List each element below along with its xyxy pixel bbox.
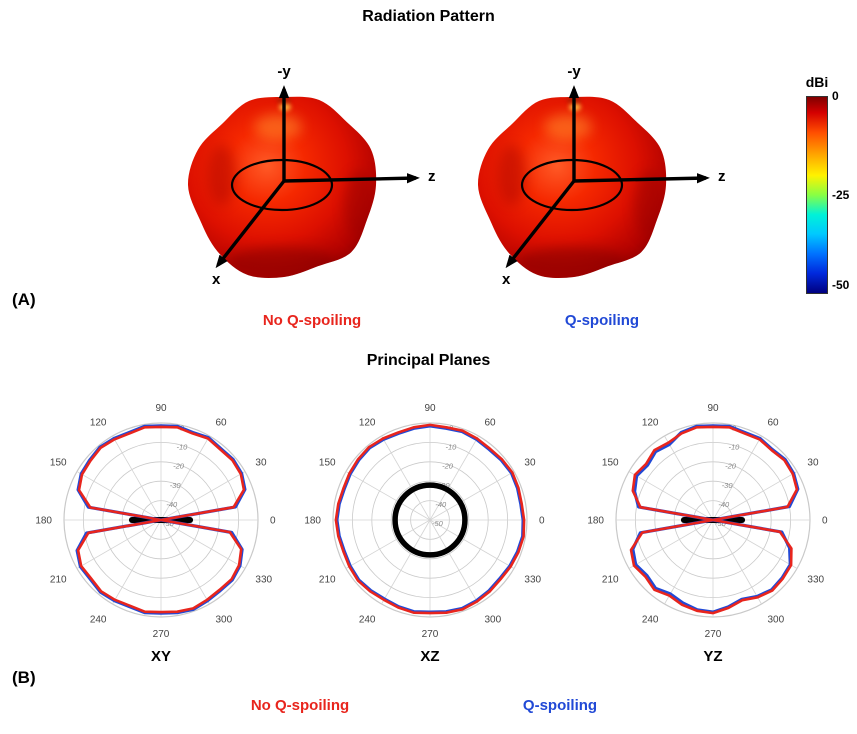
polar-plot-xz-canvas: 03060901201501802102402703003300-10-20-3… [304, 403, 545, 640]
caption-q-spoiling: Q-spoiling [564, 312, 640, 329]
svg-text:-10: -10 [729, 443, 741, 452]
svg-text:-10: -10 [177, 443, 189, 452]
svg-text:60: 60 [768, 418, 780, 429]
legend-no-q-spoiling: No Q-spoiling [250, 697, 350, 714]
axis-label-x: x [212, 271, 221, 288]
svg-text:270: 270 [705, 629, 722, 640]
svg-text:-40: -40 [718, 500, 730, 509]
svg-text:-20: -20 [173, 462, 185, 471]
axis-label-minus-y: -y [567, 63, 581, 80]
svg-text:-20: -20 [442, 462, 454, 471]
svg-text:0: 0 [539, 516, 545, 527]
panel-a-tag: (A) [12, 290, 36, 309]
svg-text:270: 270 [422, 629, 439, 640]
axis-label-minus-y: -y [277, 63, 291, 80]
panel-b-title: Principal Planes [366, 352, 491, 369]
svg-text:30: 30 [255, 458, 267, 469]
polar-plot-yz-canvas: 03060901201501802102402703003300-10-20-3… [587, 403, 828, 640]
radiation-pattern-3d-q: -y z x [472, 55, 732, 315]
colorbar-title: dBi [805, 74, 829, 90]
svg-text:210: 210 [50, 575, 67, 586]
polar-plot-xy: 0 30 60 90 120 150 180 210 240 270 300 330 0 -10 -20 -3… [31, 398, 291, 642]
svg-text:180: 180 [587, 516, 604, 527]
svg-text:90: 90 [155, 403, 167, 414]
axis-label-x: x [502, 271, 511, 288]
colorbar-tick-neg25: -25 [832, 188, 850, 202]
svg-text:30: 30 [807, 458, 819, 469]
plot-title-xz: XZ [420, 648, 440, 665]
svg-text:210: 210 [602, 575, 619, 586]
svg-text:150: 150 [50, 458, 67, 469]
polar-plot-xz: 0 30 60 90 120 150 180 210 240 270 300 330 0 -10 -20 -3… [300, 398, 560, 642]
plot-title-xy: XY [150, 648, 171, 665]
svg-text:-30: -30 [722, 481, 734, 490]
axis-label-z: z [718, 168, 726, 185]
legend-q-spoiling: Q-spoiling [522, 697, 598, 714]
svg-text:120: 120 [359, 418, 376, 429]
svg-text:150: 150 [319, 458, 336, 469]
axis-label-z: z [428, 168, 436, 185]
svg-text:270: 270 [153, 629, 170, 640]
svg-text:330: 330 [807, 575, 824, 586]
caption-no-q-spoiling: No Q-spoiling [262, 312, 362, 329]
svg-text:330: 330 [524, 575, 541, 586]
svg-text:180: 180 [35, 516, 52, 527]
svg-text:240: 240 [359, 614, 376, 625]
plot-title-yz: YZ [703, 648, 723, 665]
svg-text:120: 120 [90, 418, 107, 429]
svg-text:90: 90 [707, 403, 719, 414]
svg-text:-50: -50 [432, 519, 444, 528]
svg-text:-50: -50 [163, 519, 175, 528]
svg-text:240: 240 [642, 614, 659, 625]
svg-text:60: 60 [216, 418, 228, 429]
svg-text:90: 90 [424, 403, 436, 414]
svg-text:300: 300 [768, 614, 785, 625]
svg-text:210: 210 [319, 575, 336, 586]
svg-text:330: 330 [255, 575, 272, 586]
svg-text:0: 0 [822, 516, 828, 527]
colorbar: dBi 0 -25 -50 [798, 74, 856, 306]
colorbar-tick-0: 0 [832, 89, 839, 103]
svg-text:-50: -50 [715, 519, 727, 528]
svg-text:180: 180 [304, 516, 321, 527]
polar-plot-yz: 0 30 60 90 120 150 180 210 240 270 300 330 0 -10 -20 -3… [583, 398, 843, 642]
polar-plot-xy-canvas: 03060901201501802102402703003300-10-20-3… [35, 403, 276, 640]
svg-text:0: 0 [270, 516, 276, 527]
svg-text:-10: -10 [446, 443, 458, 452]
svg-text:150: 150 [602, 458, 619, 469]
svg-text:-30: -30 [170, 481, 182, 490]
radiation-pattern-3d-no-q: -y z x [182, 55, 442, 315]
svg-text:-20: -20 [725, 462, 737, 471]
radiation-pattern-canvas [477, 85, 710, 278]
radiation-pattern-canvas [187, 85, 420, 278]
panel-b-tag: (B) [12, 668, 36, 687]
svg-text:240: 240 [90, 614, 107, 625]
svg-text:-40: -40 [166, 500, 178, 509]
colorbar-tick-neg50: -50 [832, 278, 850, 292]
svg-text:30: 30 [524, 458, 536, 469]
svg-text:300: 300 [485, 614, 502, 625]
colorbar-gradient [806, 96, 828, 294]
panel-a-title: Radiation Pattern [362, 8, 495, 25]
svg-text:120: 120 [642, 418, 659, 429]
svg-text:300: 300 [216, 614, 233, 625]
svg-text:60: 60 [485, 418, 497, 429]
svg-text:-40: -40 [435, 500, 447, 509]
